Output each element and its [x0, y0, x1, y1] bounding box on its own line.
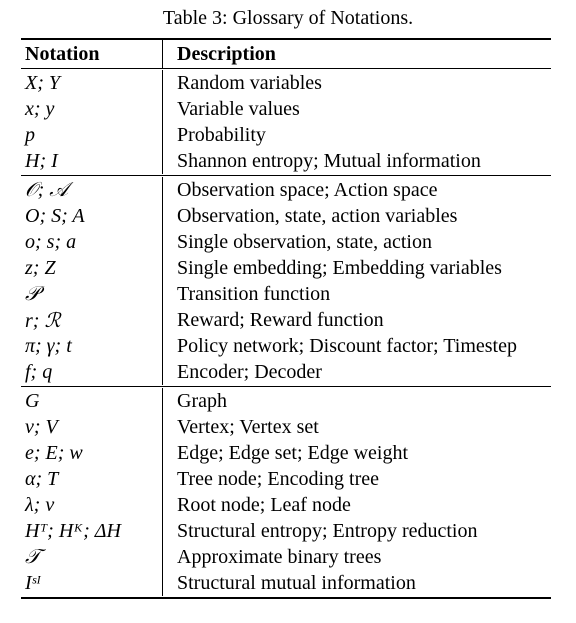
notation-cell: v; V [21, 414, 163, 440]
description-cell: Transition function [177, 282, 331, 305]
description-cell: Probability [177, 123, 266, 146]
description-cell: Graph [177, 389, 227, 412]
glossary-table: Notation Description X; Y Random variable… [21, 38, 551, 599]
description-cell: Vertex; Vertex set [177, 415, 319, 438]
table-row: Hᵀ; Hᴷ; ΔH Structural entropy; Entropy re… [21, 518, 551, 544]
header-row: Notation Description [21, 40, 551, 68]
description-cell: Reward; Reward function [177, 308, 384, 331]
description-cell: Structural entropy; Entropy reduction [177, 519, 478, 542]
table-row: G Graph [21, 388, 551, 414]
row-group: G Graph v; V Vertex; Vertex set e; E; w Edge;… [21, 387, 551, 597]
row-group: X; Y Random variables x; y Variable values p… [21, 69, 551, 175]
description-cell: Observation space; Action space [177, 178, 438, 201]
top-rule [21, 38, 551, 40]
description-cell: Edge; Edge set; Edge weight [177, 441, 409, 464]
table-caption: Table 3: Glossary of Notations. [162, 7, 414, 29]
header-rule [21, 68, 551, 69]
notation-cell: O; S; A [21, 203, 163, 229]
description-cell: Encoder; Decoder [177, 360, 322, 383]
table-row: p Probability [21, 122, 551, 148]
notation-cell: x; y [21, 96, 163, 122]
notation-cell: e; E; w [21, 440, 163, 466]
table-row: π; γ; t Policy network; Discount factor; … [21, 333, 551, 359]
notation-cell: p [21, 122, 163, 148]
description-cell: Shannon entropy; Mutual information [177, 149, 481, 172]
description-cell: Variable values [177, 97, 300, 120]
description-cell: Random variables [177, 71, 322, 94]
row-group: 𝒪; 𝒜 Observation space; Action space O; S;… [21, 176, 551, 386]
notation-cell: π; γ; t [21, 333, 163, 359]
notation-cell: o; s; a [21, 229, 163, 255]
header-notation: Notation [21, 40, 163, 68]
table-row: α; T Tree node; Encoding tree [21, 466, 551, 492]
notation-cell: G [21, 388, 163, 414]
table-row: x; y Variable values [21, 96, 551, 122]
table-row: λ; ν Root node; Leaf node [21, 492, 551, 518]
table-row: v; V Vertex; Vertex set [21, 414, 551, 440]
description-cell: Policy network; Discount factor; Timeste… [177, 334, 517, 357]
table-row: o; s; a Single observation, state, action [21, 229, 551, 255]
notation-cell: 𝒫 [21, 281, 163, 307]
group-separator-rule [21, 175, 551, 176]
description-cell: Observation, state, action variables [177, 204, 458, 227]
notation-cell: z; Z [21, 255, 163, 281]
table-row: 𝒪; 𝒜 Observation space; Action space [21, 177, 551, 203]
description-cell: Single observation, state, action [177, 230, 432, 253]
table-row: X; Y Random variables [21, 70, 551, 96]
table-row: f; q Encoder; Decoder [21, 359, 551, 385]
table-row: z; Z Single embedding; Embedding variable… [21, 255, 551, 281]
table-body: X; Y Random variables x; y Variable values p… [21, 69, 551, 597]
notation-cell: α; T [21, 466, 163, 492]
notation-cell: 𝒪; 𝒜 [21, 177, 163, 203]
description-cell: Structural mutual information [177, 571, 416, 594]
notation-cell: r; ℛ [21, 307, 163, 333]
notation-cell: H; I [21, 148, 163, 174]
notation-cell: f; q [21, 359, 163, 385]
bottom-rule [21, 597, 551, 599]
notation-cell: Hᵀ; Hᴷ; ΔH [21, 518, 163, 544]
description-cell: Approximate binary trees [177, 545, 382, 568]
notation-cell: λ; ν [21, 492, 163, 518]
table-row: r; ℛ Reward; Reward function [21, 307, 551, 333]
header-description: Description [177, 42, 276, 65]
table-row: H; I Shannon entropy; Mutual information [21, 148, 551, 174]
table-row: e; E; w Edge; Edge set; Edge weight [21, 440, 551, 466]
notation-cell: Iˢᴵ [21, 570, 163, 596]
notation-cell: 𝒯 [21, 544, 163, 570]
table-row: 𝒯 Approximate binary trees [21, 544, 551, 570]
description-cell: Single embedding; Embedding variables [177, 256, 502, 279]
description-cell: Tree node; Encoding tree [177, 467, 379, 490]
group-separator-rule [21, 386, 551, 387]
table-row: Iˢᴵ Structural mutual information [21, 570, 551, 596]
table-row: O; S; A Observation, state, action variab… [21, 203, 551, 229]
description-cell: Root node; Leaf node [177, 493, 351, 516]
notation-cell: X; Y [21, 70, 163, 96]
table-row: 𝒫 Transition function [21, 281, 551, 307]
